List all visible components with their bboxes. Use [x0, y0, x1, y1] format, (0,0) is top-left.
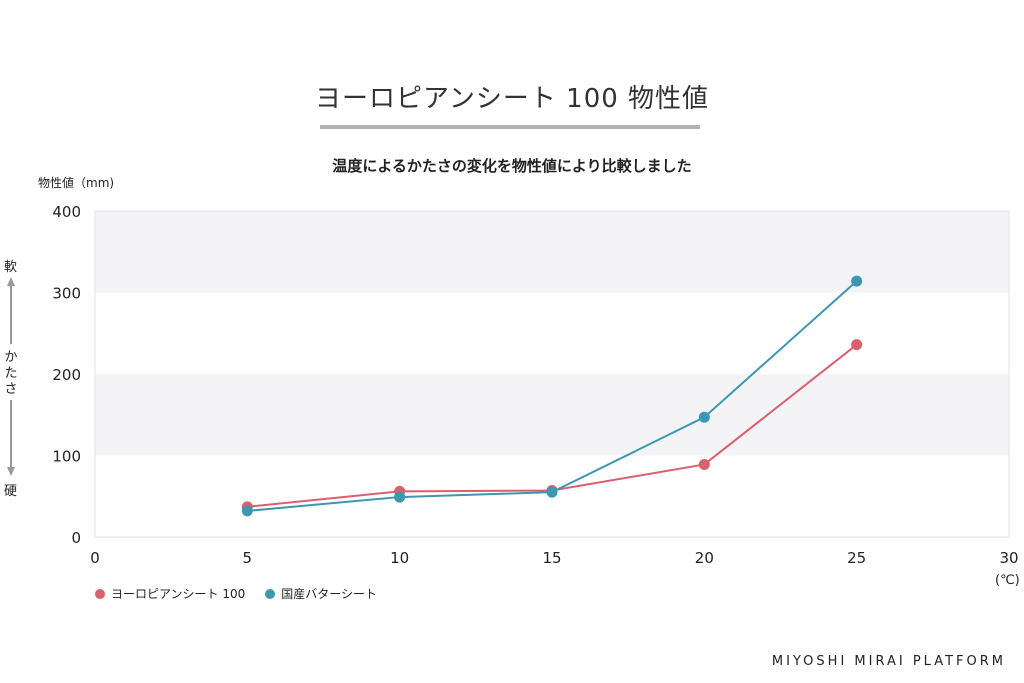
- x-axis-unit: (℃): [995, 573, 1020, 588]
- x-tick-label: 10: [390, 549, 409, 567]
- data-point-1: [698, 411, 710, 423]
- hardness-char-2: た: [4, 366, 18, 381]
- data-point-1: [546, 486, 558, 498]
- hard-label: 硬: [4, 484, 18, 499]
- grid-band: [95, 211, 1009, 293]
- hardness-arrows: [7, 277, 15, 476]
- x-tick-label: 15: [542, 549, 561, 567]
- brand-footer: MIYOSHI MIRAI PLATFORM: [771, 654, 1006, 669]
- data-point-0: [698, 458, 710, 470]
- soft-label: 軟: [4, 260, 18, 275]
- legend-label-european: ヨーロピアンシート 100: [111, 587, 246, 601]
- x-tick-label: 25: [847, 549, 866, 567]
- legend-marker-domestic: [265, 588, 276, 599]
- y-axis-label: 物性値（mm): [38, 176, 115, 190]
- hardness-char-3: さ: [4, 382, 18, 397]
- legend: ヨーロピアンシート 100 国産バターシート: [95, 585, 397, 602]
- plot-frame: [94, 210, 1010, 538]
- x-tick-label: 20: [695, 549, 714, 567]
- hardness-char-1: か: [4, 350, 18, 365]
- x-tick-label: 0: [90, 549, 100, 567]
- y-tick-label: 300: [52, 285, 81, 303]
- chart-subtitle: 温度によるかたさの変化を物性値により比較しました: [332, 157, 692, 175]
- grid-band: [95, 374, 1009, 456]
- x-tick-label: 5: [243, 549, 253, 567]
- y-tick-label: 100: [52, 448, 81, 466]
- legend-item-european: ヨーロピアンシート 100: [95, 585, 245, 602]
- chart-title: ヨーロピアンシート 100 物性値: [314, 84, 710, 114]
- legend-label-domestic: 国産バターシート: [281, 587, 378, 601]
- y-tick-label: 0: [71, 529, 81, 547]
- y-tick-label: 400: [52, 203, 81, 221]
- legend-item-domestic: 国産バターシート: [265, 585, 377, 602]
- y-tick-label: 200: [52, 366, 81, 384]
- grid-band: [95, 292, 1009, 374]
- legend-marker-european: [95, 588, 105, 599]
- data-point-1: [241, 505, 253, 517]
- data-point-1: [851, 275, 863, 287]
- hardness-label: か た さ: [4, 350, 18, 398]
- data-point-1: [394, 491, 406, 503]
- title-underline: [320, 125, 700, 129]
- x-tick-label: 30: [999, 549, 1018, 567]
- data-point-0: [851, 339, 863, 351]
